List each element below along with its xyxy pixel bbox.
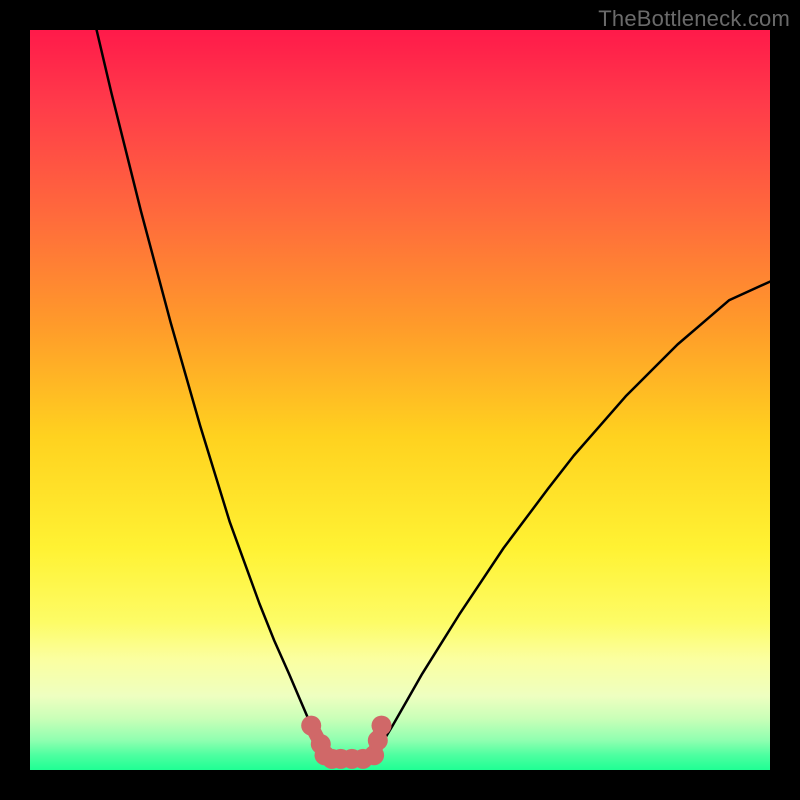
plot-background (30, 30, 770, 770)
chart-container: { "watermark": { "text": "TheBottleneck.… (0, 0, 800, 800)
watermark-text: TheBottleneck.com (598, 6, 790, 32)
marker-dot (301, 716, 321, 736)
bottleneck-chart (0, 0, 800, 800)
marker-dot (372, 716, 392, 736)
